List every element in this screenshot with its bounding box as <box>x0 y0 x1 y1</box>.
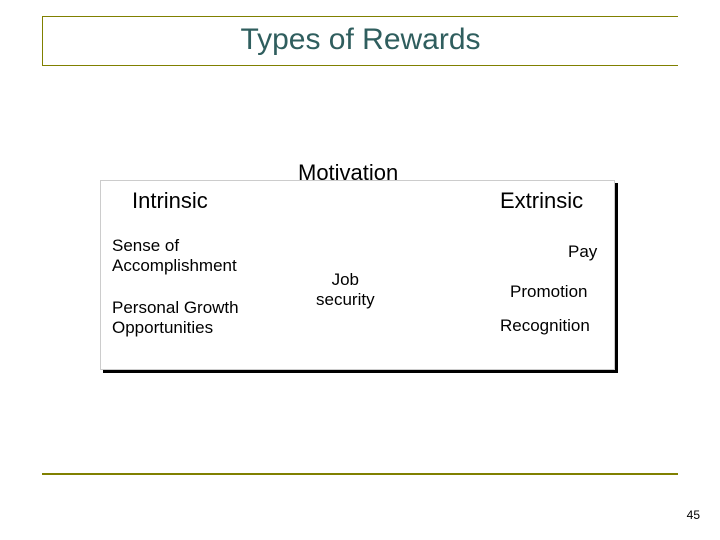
item-personal-growth: Personal Growth Opportunities <box>112 298 239 339</box>
text-line: Personal Growth <box>112 298 239 317</box>
text-line: security <box>316 290 375 309</box>
text-line: Job <box>332 270 359 289</box>
item-job-security: Job security <box>316 270 375 311</box>
bottom-rule <box>42 473 678 475</box>
item-promotion: Promotion <box>510 282 587 302</box>
item-pay: Pay <box>568 242 597 262</box>
slide-title: Types of Rewards <box>43 17 678 63</box>
page-number: 45 <box>687 508 700 522</box>
text-line: Opportunities <box>112 318 213 337</box>
title-box: Types of Rewards <box>42 16 678 66</box>
item-recognition: Recognition <box>500 316 590 336</box>
heading-motivation: Motivation <box>298 160 398 186</box>
text-line: Accomplishment <box>112 256 237 275</box>
item-sense-of-accomplishment: Sense of Accomplishment <box>112 236 237 277</box>
text-line: Sense of <box>112 236 179 255</box>
category-intrinsic: Intrinsic <box>132 188 208 214</box>
category-extrinsic: Extrinsic <box>500 188 583 214</box>
